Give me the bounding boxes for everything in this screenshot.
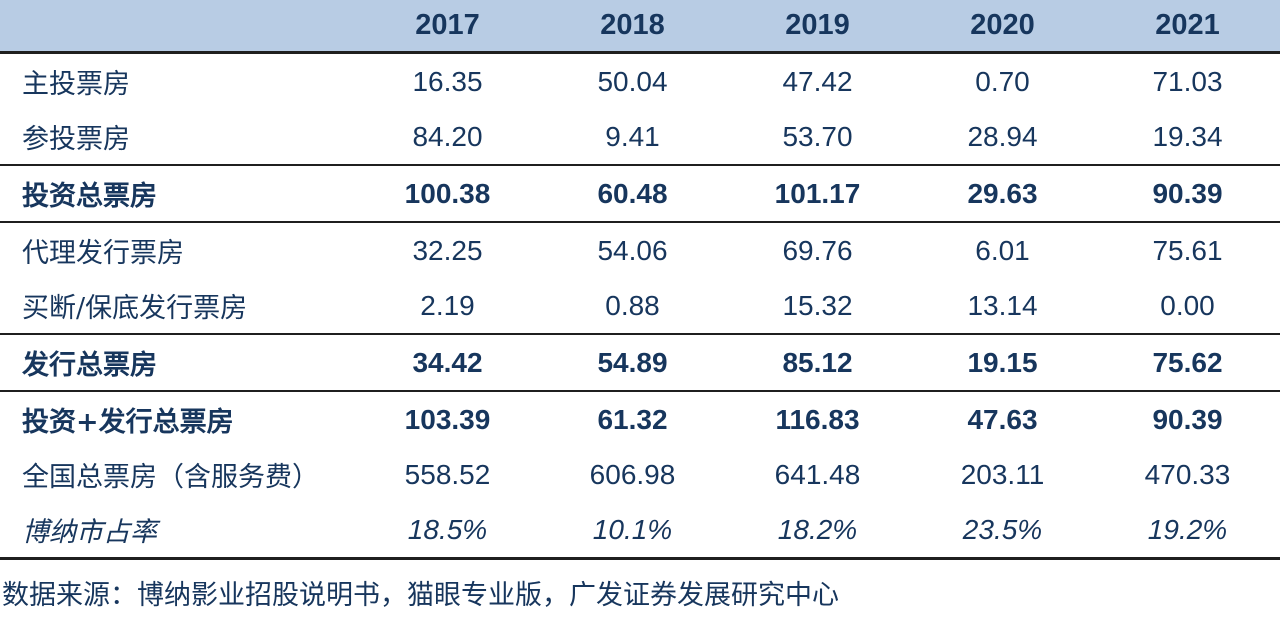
cell-value: 84.20 <box>412 120 483 152</box>
table-header-row: 2017 2018 2019 2020 2021 <box>0 0 1280 54</box>
cell-value: 50.04 <box>597 65 668 97</box>
row-label: 投资+发行总票房 <box>22 407 234 438</box>
cell-value: 2.19 <box>420 289 475 321</box>
cell-value: 101.17 <box>725 164 910 223</box>
cell-value: 54.06 <box>597 234 668 266</box>
cell-value: 13.14 <box>967 289 1038 321</box>
data-source-note: 数据来源：博纳影业招股说明书，猫眼专业版，广发证券发展研究中心 <box>2 580 839 611</box>
cell-value: 10.1% <box>540 502 725 560</box>
cell-value: 32.25 <box>412 234 483 266</box>
cell-value: 0.00 <box>1160 289 1215 321</box>
cell-value: 558.52 <box>404 458 491 490</box>
table-row-invest-total: 投资总票房 100.38 60.48 101.17 29.63 90.39 <box>0 164 1280 223</box>
cell-value: 54.89 <box>540 333 725 392</box>
header-year-2020: 2020 <box>910 0 1095 54</box>
header-year-2017: 2017 <box>355 0 540 54</box>
cell-value: 103.39 <box>404 403 491 435</box>
cell-value: 0.70 <box>975 65 1030 97</box>
cell-value: 19.15 <box>910 333 1095 392</box>
cell-value: 71.03 <box>1152 65 1223 97</box>
header-year-2021: 2021 <box>1095 0 1280 54</box>
cell-value: 90.39 <box>1152 403 1223 435</box>
cell-value: 53.70 <box>782 120 853 152</box>
cell-value: 19.34 <box>1152 120 1223 152</box>
cell-value: 203.11 <box>960 458 1045 490</box>
cell-value: 28.94 <box>967 120 1038 152</box>
cell-value: 61.32 <box>597 403 668 435</box>
row-label: 全国总票房（含服务费） <box>22 462 319 493</box>
cell-value: 9.41 <box>605 120 660 152</box>
cell-value: 18.2% <box>725 502 910 560</box>
cell-value: 641.48 <box>774 458 861 490</box>
table-row-agency-distribution: 代理发行票房 32.25 54.06 69.76 6.01 75.61 <box>0 222 1280 278</box>
table-row-invest-plus-distribution-total: 投资+发行总票房 103.39 61.32 116.83 47.63 90.39 <box>0 391 1280 447</box>
row-label: 博纳市占率 <box>0 502 355 560</box>
cell-value: 23.5% <box>910 502 1095 560</box>
row-label: 主投票房 <box>22 69 130 100</box>
cell-value: 29.63 <box>910 164 1095 223</box>
cell-value: 69.76 <box>782 234 853 266</box>
box-office-table: 2017 2018 2019 2020 2021 主投票房 16.35 50.0… <box>0 0 1280 560</box>
cell-value: 47.42 <box>782 65 853 97</box>
cell-value: 16.35 <box>412 65 483 97</box>
cell-value: 60.48 <box>540 164 725 223</box>
cell-value: 470.33 <box>1144 458 1231 490</box>
cell-value: 75.61 <box>1152 234 1223 266</box>
cell-value: 116.83 <box>775 403 860 435</box>
table-row-distribution-total: 发行总票房 34.42 54.89 85.12 19.15 75.62 <box>0 333 1280 392</box>
cell-value: 90.39 <box>1095 164 1280 223</box>
header-empty-cell <box>0 0 355 54</box>
cell-value: 75.62 <box>1095 333 1280 392</box>
header-year-2019: 2019 <box>725 0 910 54</box>
cell-value: 6.01 <box>975 234 1030 266</box>
row-label: 参投票房 <box>22 124 130 155</box>
row-label: 发行总票房 <box>0 333 355 392</box>
row-label: 投资总票房 <box>0 164 355 223</box>
cell-value: 34.42 <box>355 333 540 392</box>
header-year-2018: 2018 <box>540 0 725 54</box>
cell-value: 15.32 <box>782 289 853 321</box>
cell-value: 0.88 <box>605 289 660 321</box>
row-label: 代理发行票房 <box>22 238 184 269</box>
table-row-buyout-distribution: 买断/保底发行票房 2.19 0.88 15.32 13.14 0.00 <box>0 278 1280 334</box>
table-row-national-total: 全国总票房（含服务费） 558.52 606.98 641.48 203.11 … <box>0 447 1280 502</box>
cell-value: 606.98 <box>589 458 676 490</box>
row-label: 买断/保底发行票房 <box>22 293 248 324</box>
cell-value: 18.5% <box>355 502 540 560</box>
cell-value: 19.2% <box>1095 502 1280 560</box>
table-row-co-invest: 参投票房 84.20 9.41 53.70 28.94 19.34 <box>0 109 1280 165</box>
cell-value: 47.63 <box>967 403 1038 435</box>
table-row-bona-market-share: 博纳市占率 18.5% 10.1% 18.2% 23.5% 19.2% <box>0 502 1280 560</box>
cell-value: 100.38 <box>355 164 540 223</box>
cell-value: 85.12 <box>725 333 910 392</box>
table-row-main-invest: 主投票房 16.35 50.04 47.42 0.70 71.03 <box>0 53 1280 110</box>
